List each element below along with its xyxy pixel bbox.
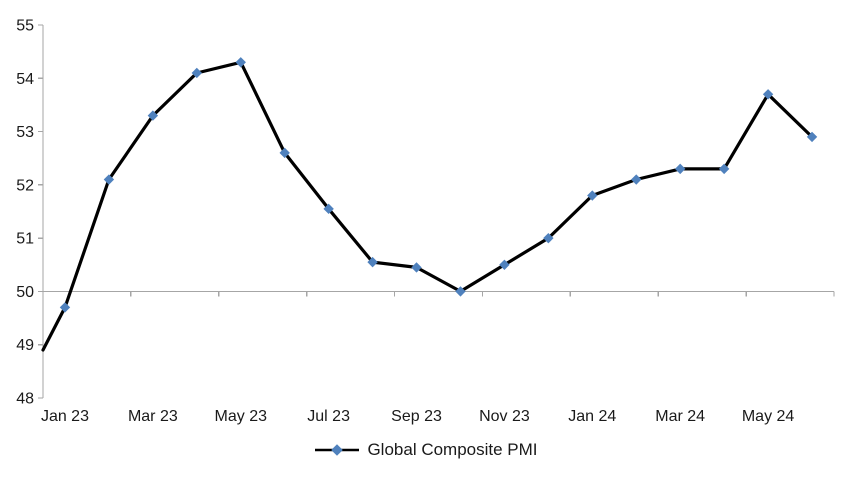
x-tick-label: May 24 (742, 408, 795, 425)
data-point-marker (543, 232, 554, 244)
x-tick-label: Mar 23 (128, 408, 178, 425)
legend: Global Composite PMI (0, 441, 852, 458)
y-tick-label: 50 (16, 284, 34, 301)
x-tick-label: Jul 23 (307, 408, 350, 425)
data-point-marker (455, 286, 466, 297)
data-point-marker (367, 256, 378, 268)
data-point-marker (631, 174, 642, 185)
data-point-marker (147, 110, 159, 121)
y-tick-label: 53 (16, 124, 34, 141)
data-point-marker (103, 174, 115, 185)
x-tick-label: Jan 24 (568, 408, 616, 425)
y-tick-label: 52 (16, 177, 34, 194)
data-point-marker (587, 190, 598, 201)
x-tick-label: Mar 24 (655, 408, 705, 425)
x-tick-label: Sep 23 (391, 408, 442, 425)
data-point-marker (279, 147, 290, 159)
x-tick-label: Nov 23 (479, 408, 530, 425)
pmi-series-line (41, 60, 814, 352)
y-tick-label: 49 (16, 337, 34, 354)
data-point-marker (762, 89, 774, 100)
y-tick-label: 48 (16, 391, 34, 408)
x-tick-label: May 23 (215, 408, 268, 425)
data-point-marker (59, 302, 71, 313)
data-point-marker (191, 67, 203, 79)
legend-line-marker-icon (315, 443, 360, 456)
data-point-marker (499, 259, 510, 270)
data-point-marker (411, 262, 422, 273)
data-point-marker (235, 57, 246, 68)
y-tick-label: 54 (16, 71, 34, 88)
y-tick-label: 55 (16, 18, 34, 35)
data-point-marker (806, 131, 818, 143)
data-point-marker (718, 163, 730, 175)
data-point-marker (674, 163, 686, 175)
legend-label: Global Composite PMI (367, 440, 538, 459)
x-tick-label: Jan 23 (41, 408, 89, 425)
y-tick-label: 51 (16, 231, 34, 248)
data-point-marker (323, 203, 334, 215)
